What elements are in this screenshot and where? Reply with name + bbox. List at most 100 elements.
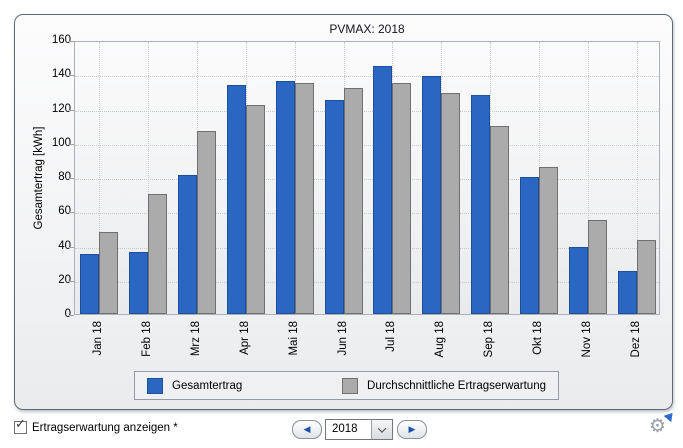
y-tick-mark (69, 143, 74, 145)
bar-erwartung-2 (197, 131, 217, 314)
legend-label-gesamtertrag: Gesamtertrag (172, 379, 243, 392)
y-tick-label: 100 (51, 136, 71, 149)
bar-erwartung-11 (636, 240, 656, 314)
bar-erwartung-1 (148, 194, 168, 314)
legend-item-gesamtertrag: Gesamtertrag (147, 377, 243, 394)
v-gridline (587, 42, 589, 314)
bar-erwartung-6 (392, 83, 412, 314)
y-tick-label: 160 (51, 34, 71, 46)
bar-group (173, 42, 222, 314)
y-tick-mark (69, 109, 74, 111)
bar-erwartung-3 (245, 105, 265, 314)
h-gridline (75, 144, 659, 146)
x-tick-label: Aug 18 (434, 321, 447, 358)
x-tick-label: Okt 18 (531, 321, 544, 355)
year-dropdown-button[interactable] (371, 420, 392, 439)
bar-gesamtertrag-1 (129, 252, 149, 314)
bar-gesamtertrag-7 (422, 76, 442, 314)
legend-swatch-erwartung-icon (342, 377, 359, 394)
checkmark-icon: ✓ (15, 416, 26, 431)
bar-group (75, 42, 124, 314)
bar-group (319, 42, 368, 314)
y-tick-mark (69, 75, 74, 77)
h-gridline (75, 281, 659, 283)
bar-group (222, 42, 271, 314)
bar-group (515, 42, 564, 314)
x-tick-label: Apr 18 (238, 321, 251, 355)
x-tick-label: Mrz 18 (190, 321, 203, 357)
x-tick-label: Dez 18 (629, 321, 642, 358)
v-gridline (636, 42, 638, 314)
legend-label-erwartung: Durchschnittliche Ertragserwartung (367, 379, 546, 392)
x-tick-label: Jul 18 (385, 321, 398, 352)
settings-gear-icon[interactable]: ⚙ (649, 409, 677, 440)
h-gridline (75, 179, 659, 180)
h-gridline (75, 76, 659, 78)
bar-erwartung-10 (587, 220, 607, 314)
y-tick-label: 40 (58, 239, 71, 252)
bar-gesamtertrag-11 (617, 271, 637, 314)
previous-year-button[interactable]: ◀ (292, 420, 322, 439)
ertragserwartung-checkbox-label: Ertragserwartung anzeigen * (32, 421, 178, 434)
bar-gesamtertrag-3 (226, 85, 246, 314)
legend-swatch-gesamtertrag-icon (147, 377, 163, 394)
ertragserwartung-checkbox-row: ✓ Ertragserwartung anzeigen * (14, 417, 178, 434)
y-tick-label: 140 (51, 68, 71, 81)
y-tick-mark (69, 280, 74, 282)
plot-area (74, 41, 660, 315)
x-tick-label: Jun 18 (336, 321, 349, 356)
left-arrow-icon: ◀ (303, 424, 311, 434)
v-gridline (99, 42, 101, 314)
y-tick-mark (69, 212, 74, 214)
y-tick-label: 20 (58, 273, 71, 286)
x-tick-label: Jan 18 (92, 321, 105, 356)
x-tick-label: Sep 18 (483, 321, 496, 358)
bar-erwartung-0 (99, 232, 119, 314)
bar-group (417, 42, 466, 314)
year-value[interactable]: 2018 (332, 423, 358, 435)
bar-erwartung-8 (490, 126, 510, 314)
y-tick-label: 60 (58, 205, 71, 218)
y-tick-label: 120 (51, 102, 71, 115)
bar-erwartung-7 (441, 93, 461, 314)
bar-group (270, 42, 319, 314)
gear-glyph-icon: ⚙ (649, 416, 667, 437)
h-gridline (75, 247, 659, 249)
legend-item-erwartung: Durchschnittliche Ertragserwartung (342, 377, 546, 394)
bar-gesamtertrag-2 (178, 175, 198, 314)
bar-gesamtertrag-5 (324, 100, 344, 314)
bar-gesamtertrag-8 (471, 95, 491, 314)
bar-gesamtertrag-6 (373, 66, 393, 314)
bar-erwartung-5 (343, 88, 363, 314)
h-gridline (75, 110, 659, 112)
right-arrow-icon: ▶ (408, 424, 416, 434)
y-tick-mark (69, 41, 74, 42)
year-combobox[interactable]: 2018 (325, 419, 393, 440)
chart-title: PVMAX: 2018 (329, 22, 405, 36)
y-tick-label: 0 (64, 308, 71, 320)
bar-group (368, 42, 417, 314)
ertragserwartung-checkbox[interactable]: ✓ (14, 417, 27, 434)
y-tick-label: 80 (58, 171, 71, 183)
y-tick-mark (69, 315, 74, 316)
legend: Gesamtertrag Durchschnittliche Ertragser… (134, 371, 559, 400)
x-tick-label: Feb 18 (141, 321, 154, 357)
chart-panel: PVMAX: 2018 Gesamtertrag [kWh] 0 20 40 60 80… (14, 14, 673, 410)
v-gridline (148, 42, 150, 314)
bar-gesamtertrag-4 (275, 81, 295, 314)
bar-gesamtertrag-10 (568, 247, 588, 314)
y-tick-mark (69, 246, 74, 248)
chevron-down-icon (377, 423, 387, 433)
x-tick-label: Nov 18 (580, 321, 593, 358)
bar-group (124, 42, 173, 314)
bar-erwartung-9 (538, 167, 558, 314)
bar-gesamtertrag-0 (80, 254, 100, 314)
bar-group (563, 42, 612, 314)
bar-group (466, 42, 515, 314)
h-gridline (75, 213, 659, 215)
next-year-button[interactable]: ▶ (397, 420, 427, 439)
bar-group (612, 42, 661, 314)
bar-gesamtertrag-9 (519, 177, 539, 314)
x-tick-label: Mai 18 (287, 321, 300, 356)
